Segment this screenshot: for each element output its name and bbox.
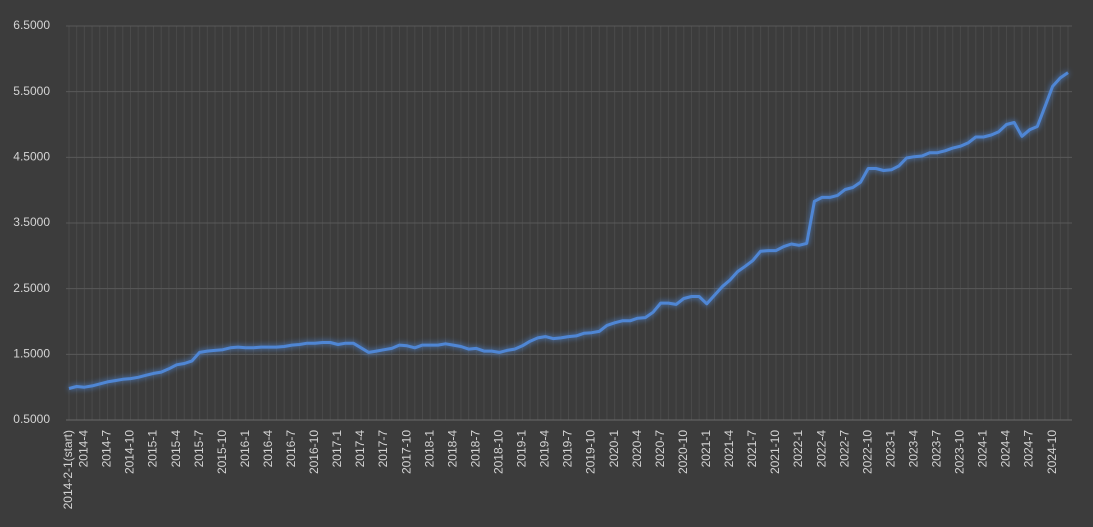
x-tick-label: 2015-7 bbox=[192, 430, 206, 468]
x-tick-label: 2017-7 bbox=[376, 430, 390, 468]
x-tick-label: 2014-7 bbox=[100, 430, 114, 468]
x-tick-label: 2023-4 bbox=[906, 430, 920, 468]
x-tick-label: 2014-2-1(start) bbox=[61, 430, 75, 509]
x-tick-label: 2019-1 bbox=[515, 430, 529, 468]
x-tick-label: 2016-10 bbox=[307, 430, 321, 474]
x-tick-label: 2015-4 bbox=[169, 430, 183, 468]
x-tick-label: 2017-10 bbox=[399, 430, 413, 474]
x-tick-label: 2021-4 bbox=[722, 430, 736, 468]
x-tick-label: 2024-4 bbox=[999, 430, 1013, 468]
x-tick-label: 2020-1 bbox=[607, 430, 621, 468]
x-tick-label: 2014-4 bbox=[77, 430, 91, 468]
x-tick-label: 2018-7 bbox=[468, 430, 482, 468]
y-tick-label: 4.5000 bbox=[13, 150, 50, 164]
x-tick-label: 2016-4 bbox=[261, 430, 275, 468]
x-tick-label: 2022-10 bbox=[860, 430, 874, 474]
x-tick-label: 2019-7 bbox=[561, 430, 575, 468]
x-tick-label: 2019-10 bbox=[584, 430, 598, 474]
x-tick-label: 2014-10 bbox=[123, 430, 137, 474]
x-tick-label: 2022-7 bbox=[837, 430, 851, 468]
x-tick-label: 2018-4 bbox=[445, 430, 459, 468]
x-tick-label: 2019-4 bbox=[538, 430, 552, 468]
y-tick-label: 5.5000 bbox=[13, 84, 50, 98]
x-tick-label: 2016-7 bbox=[284, 430, 298, 468]
y-tick-label: 6.5000 bbox=[13, 18, 50, 32]
x-tick-label: 2021-7 bbox=[745, 430, 759, 468]
x-tick-label: 2021-10 bbox=[768, 430, 782, 474]
x-tick-label: 2020-7 bbox=[653, 430, 667, 468]
x-tick-label: 2023-1 bbox=[883, 430, 897, 468]
x-tick-label: 2015-10 bbox=[215, 430, 229, 474]
x-tick-label: 2017-1 bbox=[330, 430, 344, 468]
x-tick-label: 2016-1 bbox=[238, 430, 252, 468]
x-tick-label: 2023-7 bbox=[930, 430, 944, 468]
x-tick-label: 2021-1 bbox=[699, 430, 713, 468]
series-line bbox=[68, 71, 1069, 390]
y-tick-label: 2.5000 bbox=[13, 281, 50, 295]
x-tick-label: 2024-10 bbox=[1045, 430, 1059, 474]
y-tick-label: 3.5000 bbox=[13, 215, 50, 229]
x-tick-label: 2018-10 bbox=[492, 430, 506, 474]
x-tick-label: 2015-1 bbox=[146, 430, 160, 468]
x-tick-label: 2024-7 bbox=[1022, 430, 1036, 468]
x-tick-label: 2024-1 bbox=[976, 430, 990, 468]
x-tick-label: 2020-10 bbox=[676, 430, 690, 474]
x-tick-label: 2018-1 bbox=[422, 430, 436, 468]
x-tick-label: 2020-4 bbox=[630, 430, 644, 468]
x-tick-label: 2023-10 bbox=[953, 430, 967, 474]
x-tick-label: 2022-1 bbox=[791, 430, 805, 468]
x-tick-label: 2017-4 bbox=[353, 430, 367, 468]
x-tick-label: 2022-4 bbox=[814, 430, 828, 468]
y-tick-label: 0.5000 bbox=[13, 412, 50, 426]
y-tick-label: 1.5000 bbox=[13, 347, 50, 361]
